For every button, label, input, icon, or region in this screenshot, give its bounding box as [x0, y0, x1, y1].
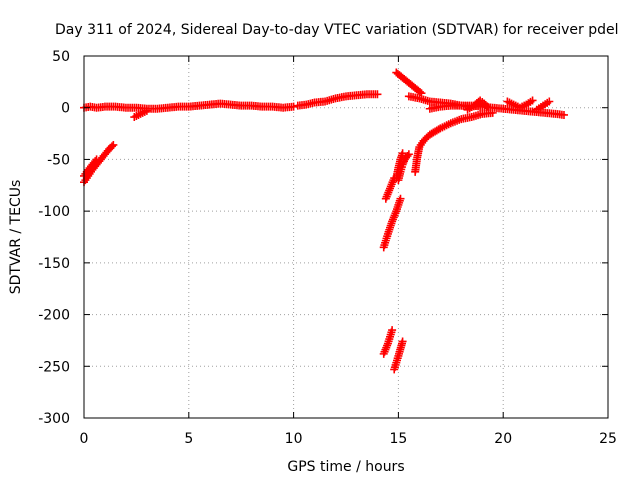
- data-point: [373, 90, 382, 99]
- data-point: [398, 337, 407, 346]
- x-tick-label: 10: [285, 431, 303, 447]
- data-point: [91, 157, 100, 166]
- data-point: [142, 106, 151, 115]
- y-tick-label: -300: [38, 411, 70, 427]
- series-deep-15h: [390, 337, 407, 374]
- data-point: [528, 96, 537, 105]
- series-rising-10-14: [293, 90, 382, 110]
- plot-frame: [83, 55, 609, 419]
- y-axis: -300 -250 -200 -150 -100 -50 0 50: [38, 49, 608, 427]
- data-point: [92, 155, 101, 164]
- series-dip-14h-b: [379, 194, 405, 252]
- series-short-2.5h: [130, 106, 151, 122]
- data-point: [396, 194, 405, 203]
- data-point: [484, 103, 493, 112]
- data-point: [107, 142, 116, 151]
- x-tick-label: 0: [80, 431, 89, 447]
- y-tick-label: -250: [38, 359, 70, 375]
- series-baseline-early: [80, 99, 298, 113]
- series-spike-22h: [532, 97, 554, 114]
- x-axis: 0 5 10 15 20 25: [80, 56, 617, 447]
- data-point: [545, 97, 554, 106]
- x-tick-label: 20: [494, 431, 512, 447]
- y-tick-label: 0: [61, 101, 70, 117]
- y-tick-label: -100: [38, 204, 70, 220]
- series-steep-15h: [394, 150, 413, 185]
- y-tick-label: -200: [38, 308, 70, 324]
- data-point: [404, 150, 413, 159]
- series-spike-19h: [463, 96, 493, 114]
- y-tick-label: -150: [38, 256, 70, 272]
- series-start-drop: [80, 140, 118, 187]
- y-tick-label: -50: [47, 152, 70, 168]
- x-tick-label: 5: [184, 431, 193, 447]
- y-tick-label: 50: [52, 49, 70, 65]
- data-point: [109, 140, 118, 149]
- data-point: [403, 151, 412, 160]
- x-axis-label: GPS time / hours: [287, 459, 404, 475]
- data-point: [388, 326, 397, 335]
- x-tick-label: 15: [389, 431, 407, 447]
- data-point: [483, 102, 492, 111]
- y-axis-label: SDTVAR / TECUs: [8, 180, 24, 295]
- series-deep-14h: [379, 326, 397, 358]
- data-point: [289, 102, 298, 111]
- x-tick-label: 25: [599, 431, 617, 447]
- data-series: [80, 68, 568, 374]
- series-recovery-16h: [411, 108, 497, 176]
- chart-title: Day 311 of 2024, Sidereal Day-to-day VTE…: [55, 22, 619, 38]
- data-point: [398, 149, 407, 158]
- series-spike-21h: [503, 96, 537, 112]
- data-point: [559, 110, 568, 119]
